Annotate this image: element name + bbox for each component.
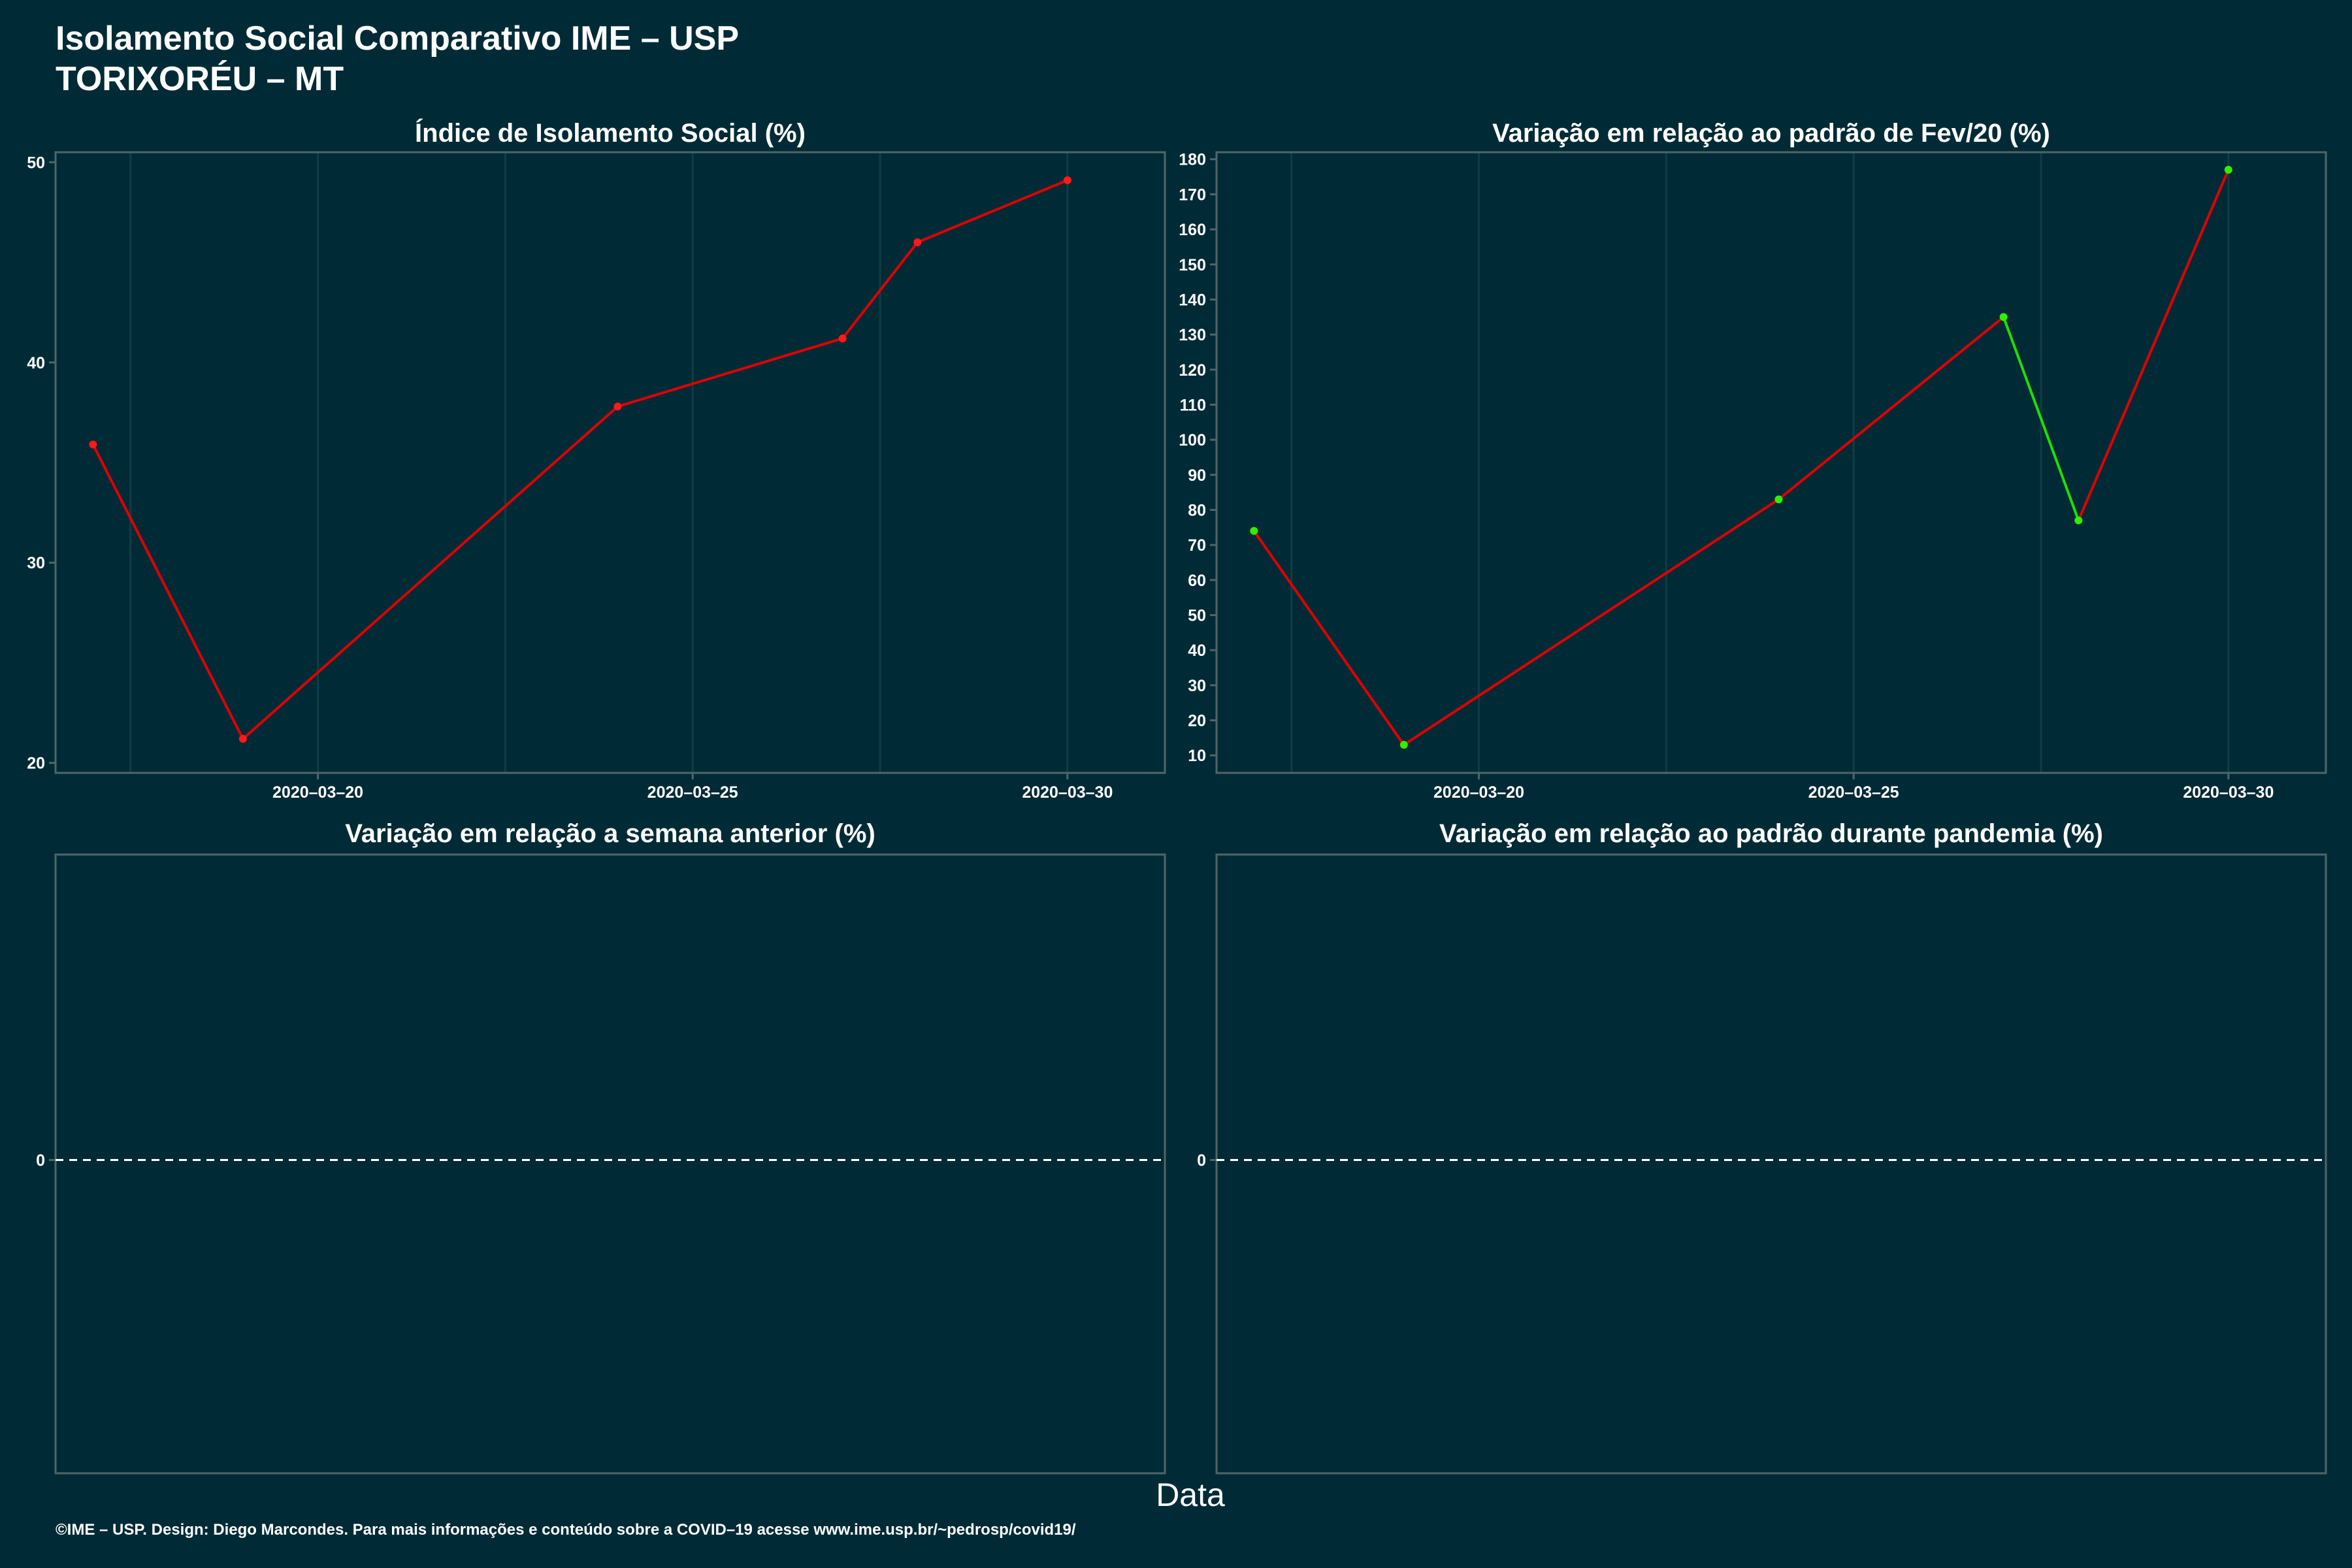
data-point <box>89 440 97 449</box>
main-title-line2: TORIXORÉU – MT <box>56 60 344 98</box>
y-tick-label: 60 <box>1188 572 1206 590</box>
x-tick-label: 2020–03–30 <box>1022 783 1113 802</box>
y-tick-label: 50 <box>1188 606 1206 625</box>
y-tick-label: 50 <box>27 154 45 172</box>
y-tick-label: 70 <box>1188 536 1206 555</box>
footer-credits: ©IME – USP. Design: Diego Marcondes. Par… <box>56 1521 1076 1539</box>
y-tick-label: 180 <box>1179 151 1206 169</box>
y-tick-label: 0 <box>36 1152 45 1170</box>
series-segment <box>916 178 1069 244</box>
series-segment <box>616 337 844 408</box>
series-segment <box>241 405 619 740</box>
data-point <box>838 335 847 342</box>
y-tick-label: 110 <box>1180 396 1206 414</box>
data-point <box>1250 527 1258 535</box>
series-segment <box>1252 529 1405 747</box>
x-tick-label: 2020–03–25 <box>647 783 738 802</box>
data-point <box>2224 165 2232 174</box>
panel-border-1 <box>54 151 1166 774</box>
y-tick-label: 170 <box>1179 186 1206 204</box>
series-segment <box>2002 316 2080 522</box>
series-segment <box>1777 316 2005 501</box>
y-tick-label: 20 <box>1188 711 1206 730</box>
y-tick-label: 40 <box>1188 642 1206 660</box>
series-segment <box>91 443 244 740</box>
data-point <box>1399 741 1408 749</box>
panel-title-3: Variação em relação a semana anterior (%… <box>345 819 875 848</box>
data-point <box>1063 176 1071 184</box>
data-point <box>1774 495 1783 504</box>
x-tick-label: 2020–03–20 <box>1433 783 1524 802</box>
y-tick-label: 20 <box>27 755 45 773</box>
y-tick-label: 120 <box>1179 361 1206 380</box>
y-tick-label: 30 <box>1188 677 1206 695</box>
main-title: Isolamento Social Comparativo IME – USP … <box>56 18 739 99</box>
panel-title-4: Variação em relação ao padrão durante pa… <box>1439 819 2103 848</box>
data-point <box>238 734 247 743</box>
series-segment <box>2077 168 2230 522</box>
data-point <box>613 402 622 411</box>
panel-border-4 <box>1215 853 2327 1475</box>
y-tick-label: 80 <box>1188 501 1206 519</box>
data-point <box>913 238 922 246</box>
y-tick-label: 90 <box>1188 466 1206 485</box>
data-point <box>1999 313 2008 321</box>
y-tick-label: 100 <box>1179 431 1206 449</box>
y-tick-label: 10 <box>1188 747 1206 765</box>
main-title-line1: Isolamento Social Comparativo IME – USP <box>56 20 740 57</box>
panel-title-2: Variação em relação ao padrão de Fev/20 … <box>1492 119 2050 148</box>
y-tick-label: 0 <box>1197 1152 1206 1170</box>
y-tick-label: 160 <box>1179 221 1206 239</box>
x-tick-label: 2020–03–30 <box>2183 783 2274 802</box>
y-tick-label: 40 <box>27 354 45 372</box>
data-point <box>2074 516 2083 525</box>
y-tick-label: 30 <box>27 554 45 572</box>
y-tick-label: 150 <box>1179 256 1206 274</box>
x-tick-label: 2020–03–20 <box>272 783 363 802</box>
panel-border-3 <box>54 853 1166 1475</box>
panel-title-1: Índice de Isolamento Social (%) <box>415 118 806 148</box>
y-tick-label: 130 <box>1179 326 1206 344</box>
series-segment <box>1402 498 1780 747</box>
series-segment <box>841 240 919 340</box>
x-axis-label: Data <box>1156 1477 1225 1513</box>
x-tick-label: 2020–03–25 <box>1808 783 1899 802</box>
panel-border-2 <box>1215 151 2327 774</box>
y-tick-label: 140 <box>1179 291 1206 309</box>
